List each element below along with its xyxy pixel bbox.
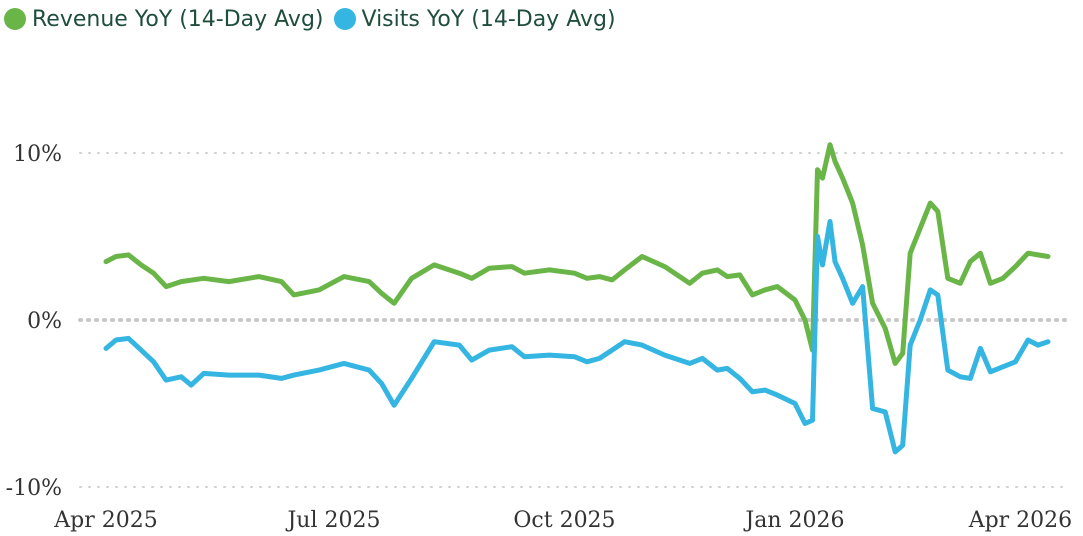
x-tick-label-4: Apr 2026 bbox=[968, 508, 1072, 533]
y-tick-label-2: -10% bbox=[6, 476, 62, 501]
y-tick-label-1: 0% bbox=[27, 309, 62, 334]
y-tick-label-0: 10% bbox=[13, 142, 62, 167]
legend-marker-visits bbox=[333, 8, 356, 30]
legend-label-visits: Visits YoY (14-Day Avg) bbox=[361, 6, 616, 32]
chart-legend: Revenue YoY (14-Day Avg) Visits YoY (14-… bbox=[0, 2, 622, 36]
legend-item-visits[interactable]: Visits YoY (14-Day Avg) bbox=[330, 7, 616, 32]
x-tick-label-3: Jan 2026 bbox=[743, 508, 844, 533]
series-line-0 bbox=[103, 142, 1051, 366]
legend-label-revenue: Revenue YoY (14-Day Avg) bbox=[32, 6, 324, 32]
legend-item-revenue[interactable]: Revenue YoY (14-Day Avg) bbox=[0, 7, 324, 32]
legend-marker-revenue bbox=[4, 8, 26, 30]
x-tick-label-0: Apr 2025 bbox=[53, 508, 157, 533]
x-tick-label-2: Oct 2025 bbox=[513, 508, 615, 533]
x-tick-label-1: Jul 2025 bbox=[285, 508, 380, 533]
series-line-1 bbox=[103, 219, 1051, 455]
